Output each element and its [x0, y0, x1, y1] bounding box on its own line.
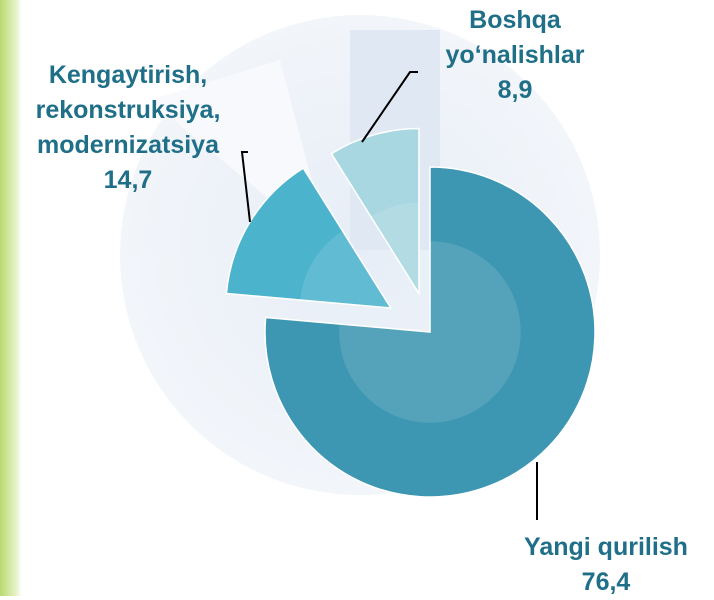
slice-label: Boshqa yo‘nalishlar 8,9 — [445, 6, 585, 104]
slice-bevel — [226, 168, 391, 308]
leader-line — [361, 71, 418, 143]
leader-line — [240, 151, 251, 223]
slice-bevel — [331, 128, 419, 294]
slice-label: Kengaytirish, rekonstruksiya, modernizat… — [35, 61, 221, 194]
slice-label: Yangi qurilish 76,4 — [524, 533, 688, 596]
pie-slice — [330, 127, 420, 297]
side-strip — [0, 0, 22, 596]
slice-bevel — [265, 167, 521, 423]
pie-slice — [264, 166, 596, 498]
